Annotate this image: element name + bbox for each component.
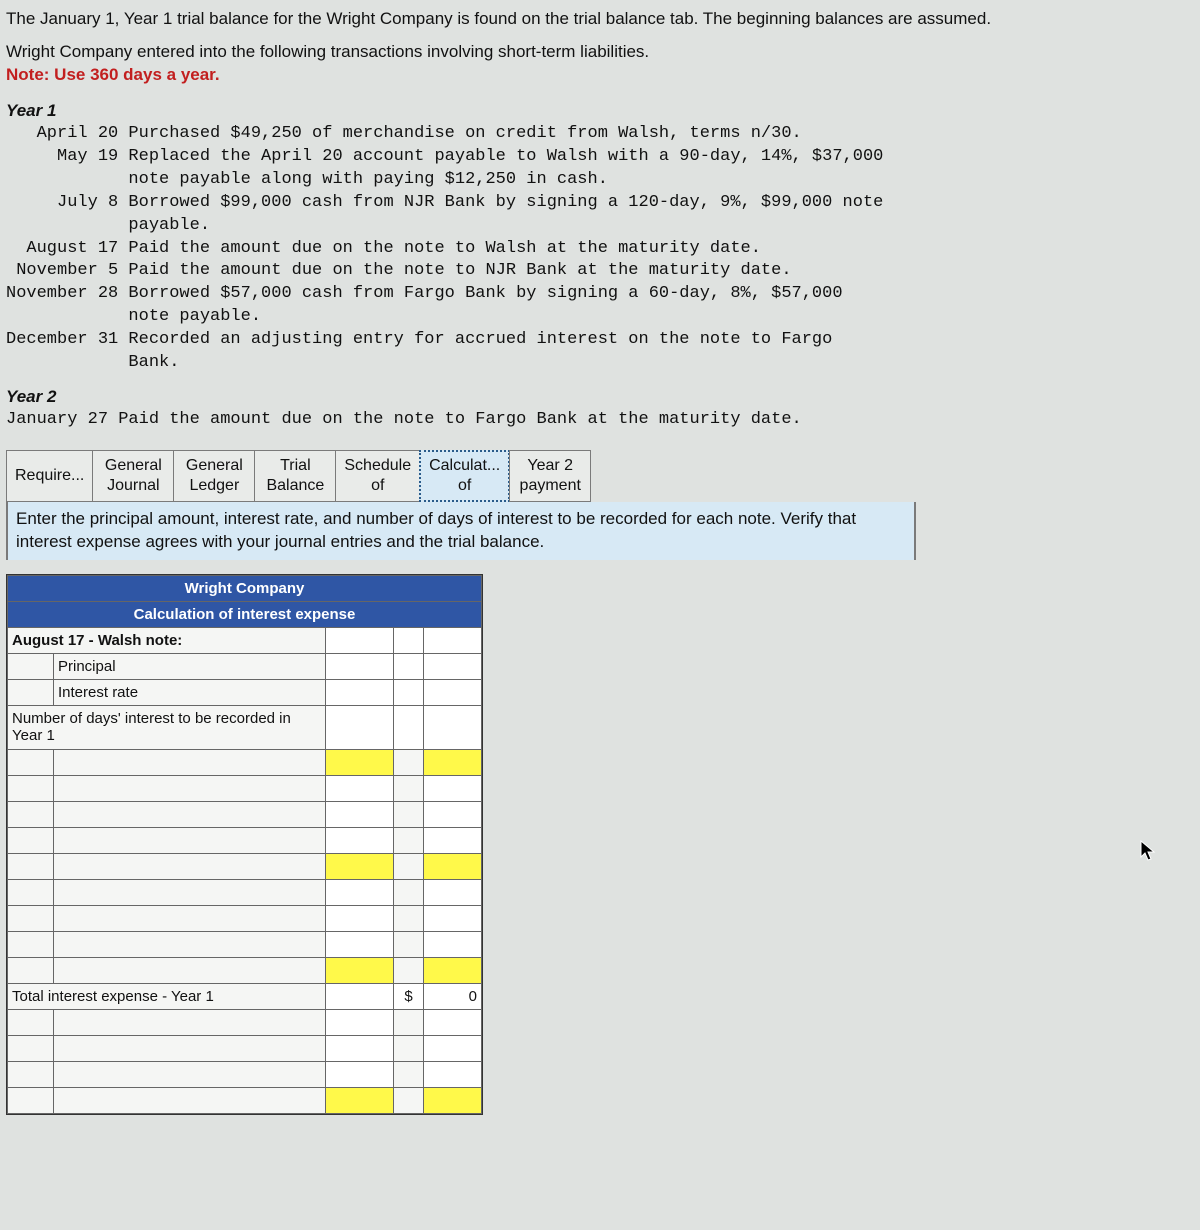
input-cell[interactable] <box>424 749 482 775</box>
row-rate: Interest rate <box>54 679 326 705</box>
tab-general-journal[interactable]: General Journal <box>92 450 174 502</box>
input-cell[interactable] <box>326 983 394 1009</box>
tab-label: Require... <box>15 466 84 486</box>
input-cell[interactable] <box>326 801 394 827</box>
tab-schedule-of[interactable]: Schedule of <box>335 450 420 502</box>
input-cell[interactable] <box>326 1035 394 1061</box>
input-cell[interactable] <box>424 827 482 853</box>
calculation-table: Wright Company Calculation of interest e… <box>7 575 482 1114</box>
input-cell[interactable] <box>424 905 482 931</box>
input-cell[interactable] <box>424 879 482 905</box>
section-header: August 17 - Walsh note: <box>8 627 326 653</box>
input-cell[interactable] <box>394 627 424 653</box>
tab-label-l2: Journal <box>101 476 165 496</box>
input-cell[interactable] <box>326 1009 394 1035</box>
input-cell[interactable] <box>424 1087 482 1113</box>
input-cell[interactable] <box>394 705 424 749</box>
intro-paragraph-2: Wright Company entered into the followin… <box>6 42 649 61</box>
tab-general-ledger[interactable]: General Ledger <box>173 450 255 502</box>
tab-require[interactable]: Require... <box>6 450 93 502</box>
rate-input[interactable] <box>326 679 394 705</box>
input-cell[interactable] <box>424 931 482 957</box>
blank-cell <box>8 679 54 705</box>
tab-year2-payment[interactable]: Year 2 payment <box>509 450 591 502</box>
note-text: Use 360 days a year. <box>54 65 219 84</box>
tab-label-l2: Ledger <box>182 476 246 496</box>
note-prefix: Note: <box>6 65 54 84</box>
tab-label-l2: payment <box>518 476 582 496</box>
year1-label: Year 1 <box>6 101 1194 121</box>
input-cell[interactable] <box>326 775 394 801</box>
total-currency: $ <box>394 983 424 1009</box>
input-cell[interactable] <box>424 627 482 653</box>
input-cell[interactable] <box>326 1087 394 1113</box>
table-title-1: Wright Company <box>8 575 482 601</box>
input-cell[interactable] <box>326 1061 394 1087</box>
tab-label-l1: Year 2 <box>518 456 582 476</box>
input-cell[interactable] <box>424 775 482 801</box>
year1-transactions: April 20 Purchased $49,250 of merchandis… <box>6 123 1194 375</box>
instructions-banner: Enter the principal amount, interest rat… <box>6 502 916 560</box>
tab-label-l1: General <box>101 456 165 476</box>
table-title-2: Calculation of interest expense <box>8 601 482 627</box>
input-cell[interactable] <box>424 1061 482 1087</box>
input-cell[interactable] <box>424 1035 482 1061</box>
year2-label: Year 2 <box>6 387 1194 407</box>
input-cell[interactable] <box>326 749 394 775</box>
tab-label-l1: General <box>182 456 246 476</box>
tab-label-l1: Schedule <box>344 456 411 476</box>
input-cell[interactable] <box>424 957 482 983</box>
blank-cell <box>8 653 54 679</box>
input-cell[interactable] <box>326 957 394 983</box>
input-cell[interactable] <box>424 679 482 705</box>
total-label: Total interest expense - Year 1 <box>8 983 326 1009</box>
input-cell[interactable] <box>326 853 394 879</box>
input-cell[interactable] <box>424 801 482 827</box>
input-cell[interactable] <box>424 653 482 679</box>
row-principal: Principal <box>54 653 326 679</box>
input-cell[interactable] <box>326 827 394 853</box>
principal-input[interactable] <box>326 653 394 679</box>
tab-calculation-of[interactable]: Calculat... of <box>419 450 510 502</box>
tab-label-l2: Balance <box>263 476 327 496</box>
tab-bar: Require... General Journal General Ledge… <box>6 450 1194 502</box>
input-cell[interactable] <box>326 627 394 653</box>
input-cell[interactable] <box>394 653 424 679</box>
input-cell[interactable] <box>424 853 482 879</box>
days-input[interactable] <box>326 705 394 749</box>
tab-trial-balance[interactable]: Trial Balance <box>254 450 336 502</box>
tab-label-l2: of <box>429 476 500 496</box>
tab-label-l2: of <box>344 476 411 496</box>
total-value: 0 <box>424 983 482 1009</box>
year2-transactions: January 27 Paid the amount due on the no… <box>6 409 1194 432</box>
input-cell[interactable] <box>326 879 394 905</box>
input-cell[interactable] <box>424 1009 482 1035</box>
input-cell[interactable] <box>394 679 424 705</box>
input-cell[interactable] <box>424 705 482 749</box>
input-cell[interactable] <box>326 931 394 957</box>
tab-label-l1: Trial <box>263 456 327 476</box>
input-cell[interactable] <box>326 905 394 931</box>
row-days: Number of days' interest to be recorded … <box>8 705 326 749</box>
tab-label-l1: Calculat... <box>429 456 500 476</box>
intro-paragraph-1: The January 1, Year 1 trial balance for … <box>6 8 1194 31</box>
